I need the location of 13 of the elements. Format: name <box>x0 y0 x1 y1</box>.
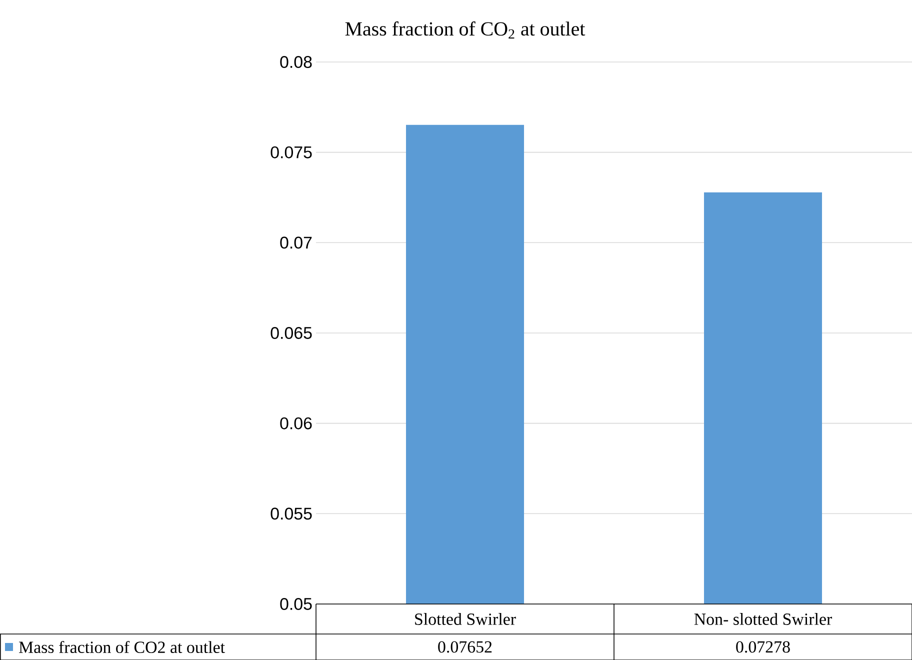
y-tick-label: 0.075 <box>270 146 312 158</box>
y-tick-label: 0.06 <box>280 417 312 430</box>
y-tick-label: 0.05 <box>280 598 312 610</box>
chart-title: Mass fraction of CO$_{2}$ at outlet <box>345 21 586 39</box>
y-tick-label: 0.07 <box>280 236 312 249</box>
y-tick-label: 0.08 <box>280 56 312 68</box>
x-tick-label: Slotted Swirler <box>415 613 516 625</box>
legend-label: Mass fraction of CO2 at outlet <box>19 640 225 654</box>
x-tick-label: Non- slotted Swirler <box>694 613 832 625</box>
y-tick-label: 0.055 <box>270 508 312 520</box>
data-label: 0.07278 <box>736 641 790 653</box>
y-tick-label: 0.065 <box>270 326 312 339</box>
data-label: 0.07652 <box>438 641 492 653</box>
